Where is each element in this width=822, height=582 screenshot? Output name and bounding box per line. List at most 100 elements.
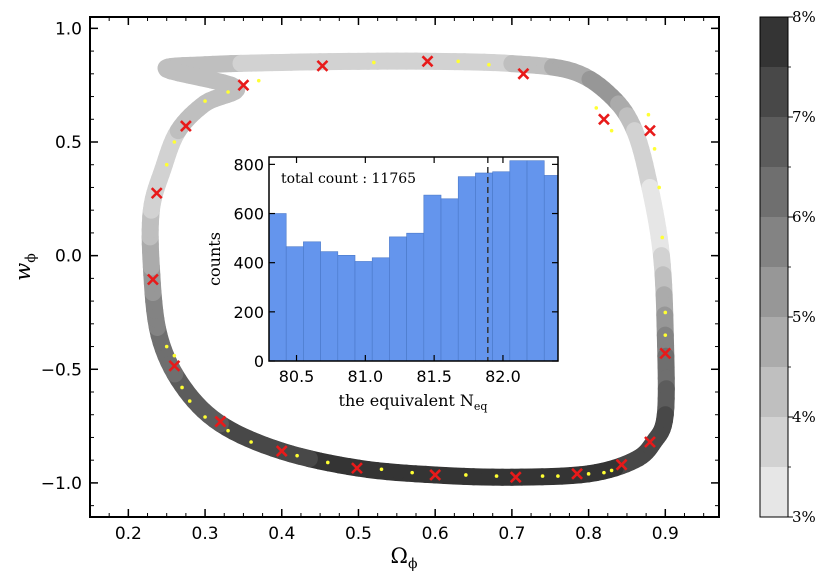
histogram-bar bbox=[543, 175, 559, 362]
yellow-dot bbox=[657, 185, 661, 190]
band-segment bbox=[158, 60, 180, 80]
y-tick-label: 0.5 bbox=[55, 133, 82, 153]
colorbar-tick-label: 7% bbox=[792, 108, 816, 126]
colorbar-tick-label: 5% bbox=[792, 308, 816, 326]
yellow-dot bbox=[663, 333, 668, 337]
colorbar-step bbox=[760, 167, 788, 217]
y-tick-label: −0.5 bbox=[41, 360, 82, 380]
inset-x-tick-label: 81.5 bbox=[416, 367, 452, 386]
red-x-markers bbox=[146, 55, 672, 484]
inset-axis-ticks: 80.5 81.0 81.5 82.0 0 200 400 600 800 bbox=[233, 155, 558, 386]
histogram-bars bbox=[268, 160, 559, 362]
inset-y-tick-label: 800 bbox=[233, 155, 264, 174]
red-x-marker bbox=[644, 124, 656, 137]
red-x-marker bbox=[351, 462, 363, 475]
main-plot-frame bbox=[89, 16, 720, 518]
histogram-bar bbox=[371, 257, 390, 362]
yellow-dot bbox=[164, 344, 169, 349]
inset-y-tick-label: 600 bbox=[233, 205, 264, 224]
colorbar-tick-label: 3% bbox=[792, 508, 816, 526]
colorbar-step bbox=[760, 417, 788, 467]
main-plot: 0.2 0.3 0.4 0.5 0.6 0.7 0.8 0.9 1.0 0.5 0.0 −0.5 −1.… bbox=[11, 16, 720, 572]
yellow-dot bbox=[164, 162, 169, 167]
inset-y-tick-label: 200 bbox=[233, 303, 264, 322]
x-tick-label: 0.7 bbox=[498, 524, 525, 544]
histogram-bar bbox=[526, 160, 545, 362]
y-tick-label: −1.0 bbox=[41, 474, 82, 494]
yellow-dot bbox=[172, 353, 177, 358]
red-x-marker bbox=[644, 436, 656, 448]
histogram-bar bbox=[475, 172, 493, 362]
colorbar-step bbox=[760, 67, 788, 117]
yellow-dot bbox=[410, 470, 414, 475]
colorbar-step bbox=[760, 17, 788, 67]
inset-y-axis-label: counts bbox=[205, 232, 224, 286]
colorbar-tick-label: 4% bbox=[792, 408, 816, 426]
yellow-dot bbox=[609, 128, 614, 133]
inset-histogram: 80.5 81.0 81.5 82.0 0 200 400 600 800 total coun… bbox=[205, 155, 559, 413]
red-x-marker bbox=[237, 79, 250, 92]
x-tick-label: 0.6 bbox=[422, 524, 449, 544]
yellow-dot bbox=[456, 59, 461, 64]
x-axis-label: Ωϕ bbox=[391, 544, 418, 572]
histogram-bar bbox=[423, 194, 442, 362]
red-x-marker bbox=[421, 55, 434, 68]
histogram-bar bbox=[509, 160, 528, 362]
colorbar-tick-label: 8% bbox=[792, 8, 816, 26]
yellow-dot bbox=[660, 235, 665, 240]
histogram-bar bbox=[285, 246, 304, 362]
yellow-dot bbox=[256, 78, 261, 83]
yellow-dot bbox=[226, 90, 230, 94]
colorbar-steps bbox=[760, 17, 788, 517]
colorbar-step bbox=[760, 217, 788, 267]
yellow-dot bbox=[494, 474, 499, 478]
red-x-marker bbox=[571, 467, 584, 480]
y-axis-label: wϕ bbox=[11, 253, 39, 281]
yellow-dot bbox=[325, 460, 330, 465]
histogram-bar bbox=[320, 251, 339, 362]
histogram-bar bbox=[492, 171, 511, 362]
colorbar-step bbox=[760, 267, 788, 317]
x-tick-label: 0.5 bbox=[345, 524, 372, 544]
red-x-marker bbox=[598, 113, 610, 126]
red-x-marker bbox=[517, 67, 530, 80]
inset-x-tick-label: 81.0 bbox=[348, 367, 384, 386]
histogram-bar bbox=[440, 198, 459, 362]
yellow-dot bbox=[295, 453, 299, 458]
x-tick-label: 0.4 bbox=[268, 524, 295, 544]
histogram-bar bbox=[406, 232, 425, 362]
yellow-dot bbox=[203, 415, 207, 419]
yellow-dot bbox=[652, 147, 657, 151]
x-tick-label: 0.2 bbox=[115, 524, 142, 544]
colorbar-step bbox=[760, 367, 788, 417]
colorbar: 8% 7% 6% 5% 4% 3% bbox=[759, 8, 816, 526]
yellow-dot bbox=[540, 474, 545, 478]
y-tick-label: 1.0 bbox=[55, 19, 82, 39]
y-tick-label: 0.0 bbox=[55, 247, 82, 267]
yellow-dot bbox=[487, 62, 491, 67]
x-tick-label: 0.8 bbox=[575, 524, 602, 544]
yellow-dot bbox=[249, 440, 253, 444]
main-axis-ticks: 0.2 0.3 0.4 0.5 0.6 0.7 0.8 0.9 1.0 0.5 0.0 −0.5 −1.… bbox=[41, 17, 719, 544]
yellow-dot bbox=[609, 468, 614, 473]
inset-x-axis-label: the equivalent Neq bbox=[339, 391, 488, 413]
x-tick-label: 0.3 bbox=[192, 524, 219, 544]
inset-title: total count : 11765 bbox=[281, 171, 416, 187]
inset-x-tick-label: 80.5 bbox=[279, 367, 315, 386]
histogram-bar bbox=[389, 236, 407, 362]
red-x-marker bbox=[509, 471, 522, 484]
red-x-marker bbox=[275, 445, 288, 458]
inset-x-tick-label: 82.0 bbox=[485, 367, 521, 386]
yellow-dot bbox=[203, 99, 207, 103]
yellow-dot bbox=[663, 310, 668, 315]
yellow-dot bbox=[180, 385, 184, 390]
yellow-dot bbox=[379, 467, 384, 472]
inset-y-tick-label: 400 bbox=[233, 254, 264, 273]
inset-y-tick-label: 0 bbox=[254, 352, 264, 371]
yellow-dot bbox=[187, 399, 192, 403]
yellow-dot bbox=[602, 470, 606, 475]
colorbar-tick-label: 6% bbox=[792, 208, 816, 226]
histogram-bar bbox=[303, 241, 321, 362]
red-x-marker bbox=[429, 469, 442, 481]
